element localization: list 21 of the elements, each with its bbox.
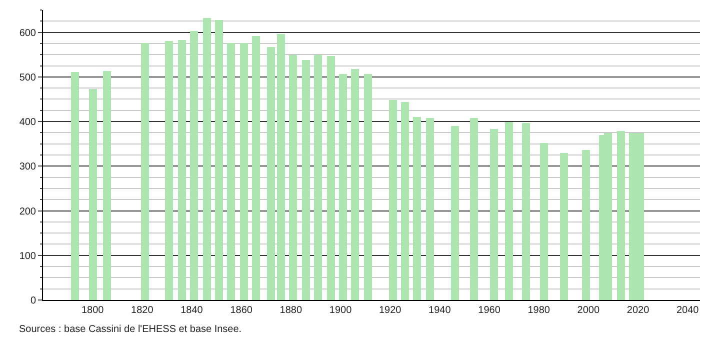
x-tick-label: 1960 (478, 305, 501, 316)
x-tick-label: 2040 (676, 305, 700, 316)
x-tick-label: 1980 (528, 305, 550, 316)
x-tick-label: 1880 (280, 305, 302, 316)
x-tick-label: 1900 (329, 305, 352, 316)
y-tick-label: 0 (30, 296, 36, 306)
x-tick-label: 2020 (626, 305, 650, 316)
source-note: Sources : base Cassini de l'EHESS et base Insee. (19, 324, 242, 335)
x-tick-label: 1860 (230, 305, 253, 316)
y-tick-label: 400 (19, 117, 36, 128)
x-tick-label: 1840 (180, 305, 204, 316)
x-tick-label: 1940 (428, 305, 452, 316)
x-tick-label: 1820 (131, 305, 154, 316)
y-tick-label: 200 (19, 206, 36, 218)
y-tick-label: 500 (19, 72, 36, 84)
y-tick-label: 600 (19, 28, 36, 39)
y-tick-label: 100 (19, 250, 36, 262)
x-tick-label: 2000 (577, 305, 600, 316)
y-tick-label: 300 (19, 162, 36, 173)
x-tick-label: 1800 (81, 305, 104, 316)
x-tick-label: 1920 (378, 305, 402, 316)
